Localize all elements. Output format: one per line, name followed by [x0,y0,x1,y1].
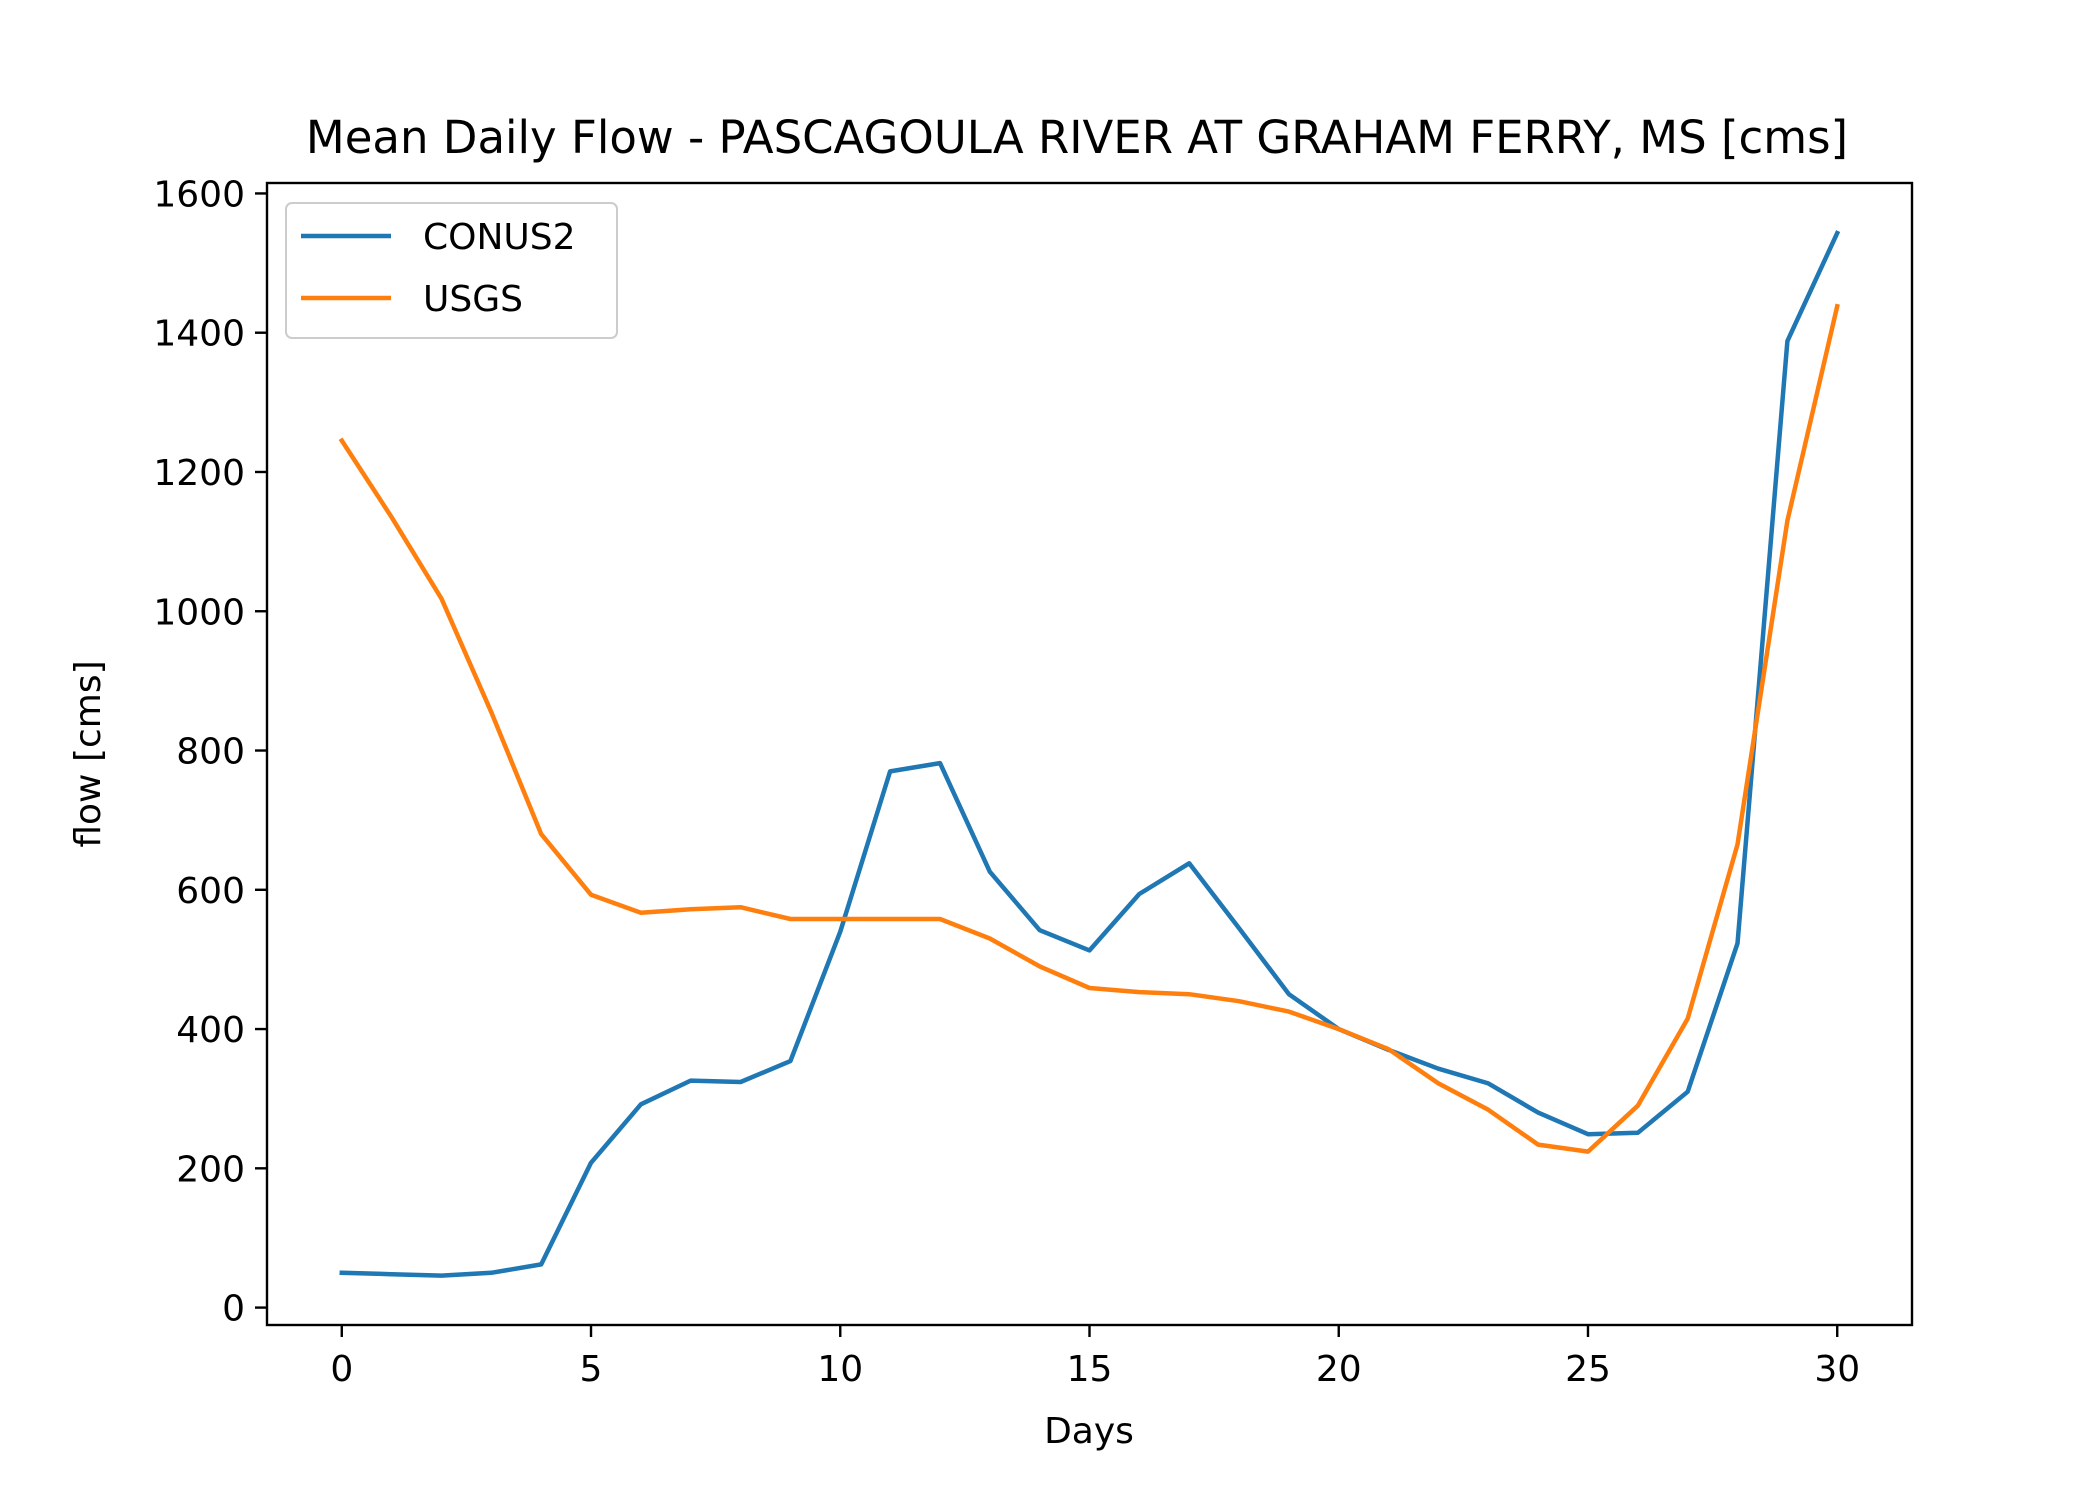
series-line-usgs [338,303,1840,1154]
legend-label-usgs: USGS [423,279,523,320]
y-tick-label: 800 [176,732,245,773]
y-tick-label: 0 [222,1289,245,1330]
y-tick-label: 600 [176,871,245,912]
y-axis: 0 200 400 600 800 1000 1200 1400 1600 [153,174,267,1330]
legend-label-conus2: CONUS2 [423,217,576,258]
y-tick-label: 1000 [153,592,245,633]
legend: CONUS2 USGS [285,202,618,339]
series-layer [338,230,1841,1278]
y-tick-label: 400 [176,1010,245,1051]
series-line-conus2 [339,230,1841,1278]
x-tick-label: 10 [817,1349,863,1390]
y-tick-label: 1600 [153,174,245,215]
y-tick-label: 200 [176,1149,245,1190]
y-axis-label: flow [cms] [68,660,109,847]
x-axis-label: Days [1044,1411,1134,1452]
x-tick-label: 20 [1316,1349,1362,1390]
x-axis: 0 5 10 15 20 25 30 [330,1325,1860,1390]
x-tick-label: 25 [1565,1349,1611,1390]
x-tick-label: 15 [1067,1349,1113,1390]
x-tick-label: 30 [1814,1349,1860,1390]
y-tick-label: 1400 [153,314,245,355]
x-tick-label: 5 [580,1349,603,1390]
y-tick-label: 1200 [153,453,245,494]
plot-frame [265,181,1914,1327]
chart-title: Mean Daily Flow - PASCAGOULA RIVER AT GR… [306,111,1848,164]
x-tick-label: 0 [330,1349,353,1390]
